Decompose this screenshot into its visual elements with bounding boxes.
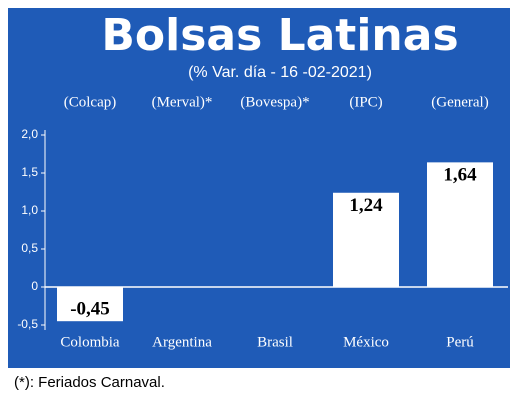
x-tick-label: Argentina xyxy=(152,334,212,350)
x-tick-label: México xyxy=(343,334,389,350)
y-tick-label: -0,5 xyxy=(17,317,38,331)
y-tick-label: 1,0 xyxy=(21,203,38,217)
bar xyxy=(57,287,123,322)
value-label: -0,45 xyxy=(70,299,110,320)
x-tick-label: Perú xyxy=(446,334,474,350)
index-label: (IPC) xyxy=(349,94,382,110)
y-tick-label: 1,5 xyxy=(21,165,38,179)
bar xyxy=(333,192,399,287)
y-tick-label: 0 xyxy=(31,279,38,293)
x-tick-label: Brasil xyxy=(257,334,293,350)
index-label: (Merval)* xyxy=(152,94,213,110)
subtitle: (% Var. día - 16 -02-2021) xyxy=(188,64,372,81)
footnote: (*): Feriados Carnaval. xyxy=(14,374,165,391)
y-tick-label: 0,5 xyxy=(21,241,38,255)
value-label: 1,24 xyxy=(349,195,383,216)
bar xyxy=(427,162,493,287)
index-label: (Colcap) xyxy=(64,94,116,110)
index-label: (General) xyxy=(431,94,488,110)
y-tick-label: 2,0 xyxy=(21,127,38,141)
x-tick-label: Colombia xyxy=(60,334,120,350)
value-label: 1,64 xyxy=(443,165,477,186)
index-label: (Bovespa)* xyxy=(240,94,309,110)
chart-title: Bolsas Latinas xyxy=(101,10,458,61)
